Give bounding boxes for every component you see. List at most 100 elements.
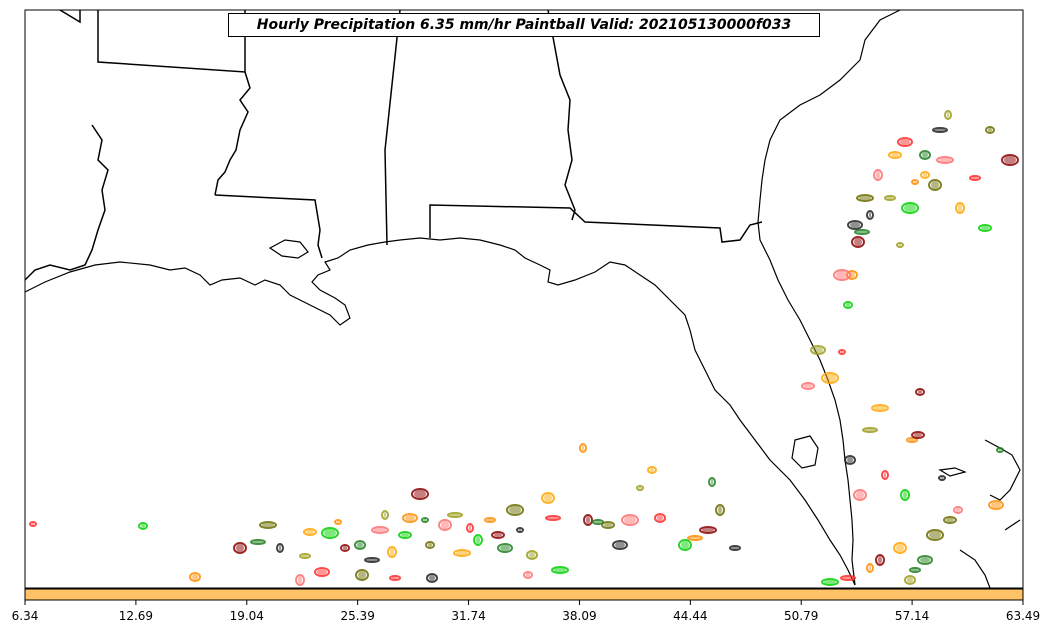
precip-paintball-core	[1004, 156, 1016, 164]
precip-paintball	[545, 515, 561, 521]
precip-paintball	[699, 526, 717, 534]
bahamas-island	[938, 467, 967, 477]
precip-paintball-core	[972, 177, 978, 179]
precip-paintball-core	[306, 530, 314, 534]
precip-paintball-core	[988, 128, 992, 132]
precip-paintball-core	[428, 543, 432, 547]
precip-paintball-core	[441, 521, 449, 529]
precip-paintball-core	[904, 204, 916, 212]
precip-paintball	[928, 179, 942, 191]
colorbar-tick-label: 12.69	[118, 609, 154, 623]
precip-paintball-core	[865, 429, 875, 431]
precip-paintball-core	[317, 569, 327, 575]
precip-paintball-core	[836, 271, 848, 279]
precip-paintball-core	[624, 516, 636, 524]
precip-paintball	[906, 437, 918, 443]
precip-paintball-core	[843, 577, 853, 579]
precip-paintball-core	[456, 551, 468, 555]
precip-paintball	[612, 540, 628, 550]
colorbar-tick-label: 57.14	[894, 609, 930, 623]
precip-paintball-core	[859, 196, 871, 200]
precip-paintball	[884, 195, 896, 201]
precip-paintball	[516, 527, 524, 533]
precip-paintball-core	[718, 506, 722, 514]
precip-paintball-core	[367, 559, 377, 561]
precip-paintball-core	[914, 433, 922, 437]
precip-paintball	[943, 516, 957, 524]
precip-paintball-core	[732, 547, 738, 549]
precip-paintball-core	[681, 541, 689, 549]
colorbar-ticks	[24, 600, 1024, 605]
precip-paintball	[334, 519, 342, 525]
precip-paintball	[647, 466, 657, 474]
precip-paintball-core	[586, 516, 590, 524]
precip-paintball-core	[548, 517, 558, 519]
map-frame	[24, 9, 1024, 589]
precip-paintball	[438, 519, 452, 531]
precip-paintball-core	[526, 573, 530, 577]
precip-paintball-core	[337, 521, 339, 523]
colorbar-tick-label: 31.74	[451, 609, 486, 623]
precip-paintball	[881, 470, 889, 480]
precip-paintball	[896, 242, 904, 248]
gulf-coastline	[24, 237, 856, 586]
precip-paintball-core	[850, 222, 860, 228]
precip-paintball-core	[847, 457, 853, 463]
precip-paintball-core	[302, 555, 308, 557]
precip-paintball	[601, 521, 615, 529]
precip-paintball	[909, 567, 921, 573]
bahamas-island	[959, 549, 991, 589]
precip-paintball	[911, 431, 925, 439]
precip-paintball-core	[869, 212, 871, 218]
precip-paintball	[295, 574, 305, 586]
arkansas-louisiana-border	[97, 10, 246, 73]
precip-paintball-core	[639, 487, 641, 489]
coastline	[24, 9, 1021, 589]
precip-paintball	[708, 477, 716, 487]
mississippi-river-border	[214, 71, 251, 196]
precip-paintball	[844, 455, 856, 465]
precip-paintball-core	[405, 515, 415, 521]
precip-paintball-core	[615, 542, 625, 548]
colorbar	[24, 588, 1024, 601]
precip-paintball	[926, 529, 944, 541]
precip-paintball	[838, 349, 846, 355]
precip-paintball	[389, 575, 401, 581]
precip-paintball	[985, 126, 995, 134]
precip-paintball-core	[324, 529, 336, 537]
precip-paintball-core	[939, 158, 951, 162]
precip-paintball	[621, 514, 639, 526]
precip-paintball	[506, 504, 524, 516]
precip-paintball	[592, 519, 604, 525]
precip-paintball	[421, 517, 429, 523]
precip-paintball-core	[907, 577, 913, 583]
precip-paintball	[321, 527, 339, 539]
precip-paintball-core	[947, 112, 949, 118]
precip-paintball	[398, 531, 412, 539]
precip-paintball	[453, 549, 471, 557]
atlantic-coastline	[757, 9, 901, 586]
precip-paintball	[944, 110, 952, 120]
precip-paintball	[821, 372, 839, 384]
precip-paintball-core	[476, 536, 480, 544]
precip-paintball	[953, 506, 963, 514]
precip-paintball	[904, 575, 916, 585]
precip-paintball	[810, 345, 826, 355]
precip-paintball-core	[509, 506, 521, 514]
precip-paintball	[851, 236, 865, 248]
precip-paintball	[847, 220, 863, 230]
colorbar-tick-label: 38.09	[562, 609, 597, 623]
precip-paintball	[355, 569, 369, 581]
precip-paintball-core	[414, 490, 426, 498]
precip-paintball	[862, 427, 878, 433]
precip-paintball-core	[711, 479, 713, 485]
precip-paintball-core	[343, 546, 347, 550]
precip-paintball-core	[392, 577, 398, 579]
precip-paintball	[897, 137, 913, 147]
precip-paintball	[497, 543, 513, 553]
precip-paintball	[900, 489, 910, 501]
precip-paintball-core	[981, 226, 989, 230]
precip-paintball	[411, 488, 429, 500]
precip-paintball-core	[141, 524, 145, 528]
state-borders	[24, 9, 763, 281]
